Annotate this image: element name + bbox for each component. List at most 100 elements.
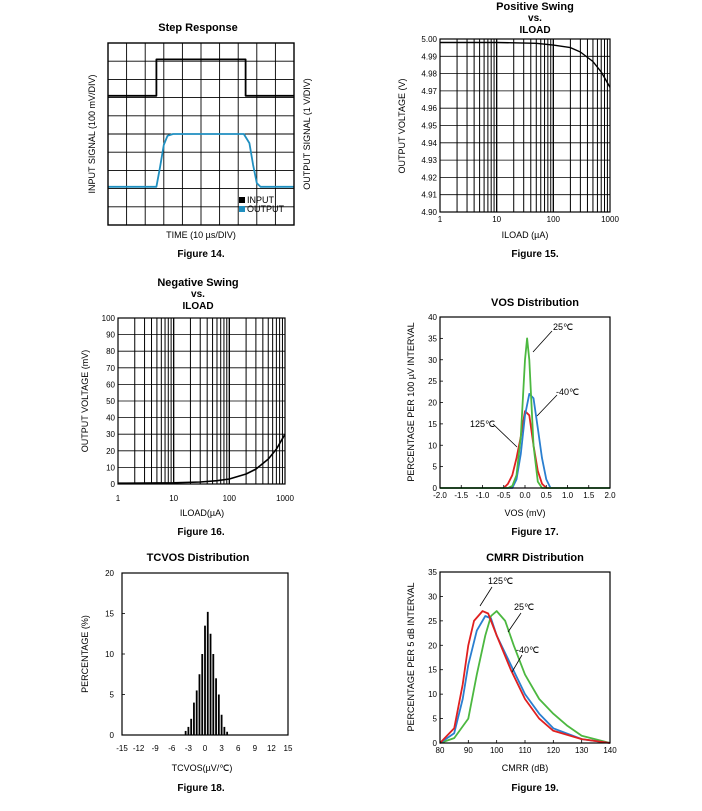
fig15-series (440, 41, 611, 88)
fig15-ytick: 5.00 (421, 35, 437, 44)
fig16-ytick: 30 (106, 430, 115, 439)
fig19-ytick: 35 (428, 568, 437, 577)
fig18-bars (184, 611, 229, 735)
fig19-series-0-line (439, 610, 611, 744)
fig14-xlabel: TIME (10 µs/DIV) (166, 230, 236, 240)
fig19-xtick: 130 (575, 746, 589, 755)
fig19-ytick: 15 (428, 666, 437, 675)
fig14-ylabel-right: OUTPUT SIGNAL (1 V/DIV) (302, 78, 312, 190)
fig16-ticks: 1 10 100 1000 0 10 20 30 40 50 60 70 80 90 100 (102, 314, 295, 503)
fig19-ytick: 20 (428, 641, 437, 650)
arrow-m40c-cmrr (511, 654, 523, 673)
fig15-grid (440, 39, 610, 212)
fig15-xtick: 1 (438, 215, 443, 224)
fig19-xtick: 90 (464, 746, 473, 755)
fig17-xlabel: VOS (mV) (504, 508, 545, 518)
fig17-ytick: 40 (428, 313, 437, 322)
fig19-xtick: 140 (603, 746, 617, 755)
figure-16: Negative Swing vs. ILOAD 1 10 100 1000 0 10 20… (80, 277, 294, 538)
fig16-ytick: 100 (102, 314, 116, 323)
annot-25c: 25℃ (553, 322, 573, 332)
fig14-frame (107, 42, 295, 226)
arrow-25c-cmrr (507, 612, 522, 633)
fig18-xlabel: TCVOS(µV/℃) (172, 763, 233, 773)
legend-output-swatch (239, 206, 245, 212)
fig15-ytick: 4.90 (421, 208, 437, 217)
fig19-title: CMRR Distribution (486, 552, 584, 564)
fig16-figure-label: Figure 16. (177, 527, 224, 538)
fig16-title-line2: vs. (191, 289, 205, 300)
fig17-series-1-line (440, 337, 610, 489)
fig19-ytick: 10 (428, 690, 437, 699)
fig16-series (117, 433, 286, 484)
legend-input-label: INPUT (247, 195, 275, 205)
fig18-xtick: -3 (185, 744, 193, 753)
fig15-title-line1: Positive Swing (496, 1, 574, 13)
fig18-xtick: 15 (284, 744, 293, 753)
fig16-swing-line (117, 433, 286, 484)
fig16-xtick: 10 (169, 494, 178, 503)
fig17-xtick: -1.5 (454, 491, 468, 500)
fig14-title: Step Response (158, 22, 237, 34)
fig17-ytick: 15 (428, 420, 437, 429)
fig15-ytick: 4.96 (421, 104, 437, 113)
fig17-ytick: 5 (433, 463, 438, 472)
legend-input-swatch (239, 197, 245, 203)
fig17-ytick: 0 (433, 484, 438, 493)
fig19-xlabel: CMRR (dB) (502, 763, 549, 773)
fig18-ticks: -15 -12 -9 -6 -3 0 3 6 9 12 15 0 5 10 15 20 (105, 569, 293, 753)
fig17-ytick: 25 (428, 377, 437, 386)
fig15-ytick: 4.91 (421, 191, 437, 200)
annot-125c: 125℃ (470, 419, 495, 429)
fig15-title-line3: ILOAD (519, 25, 550, 36)
fig15-frame (439, 38, 611, 213)
fig18-xtick: -12 (133, 744, 145, 753)
fig16-xlabel: ILOAD(µA) (180, 508, 224, 518)
fig14-legend: INPUT OUTPUT (239, 195, 285, 214)
fig16-grid (118, 318, 285, 484)
figure-14: Step Response INPUT OUTPUT TIME (10 µs/D… (87, 22, 312, 260)
fig19-xtick: 80 (436, 746, 445, 755)
fig16-xtick: 1 (116, 494, 121, 503)
arrow-125c (492, 423, 518, 448)
fig16-ylabel: OUTPUT VOLTAGE (mV) (80, 350, 90, 453)
fig16-title-line3: ILOAD (182, 301, 213, 312)
fig14-figure-label: Figure 14. (177, 249, 224, 260)
fig18-xtick: -15 (116, 744, 128, 753)
fig16-ytick: 50 (106, 397, 115, 406)
fig17-ytick: 35 (428, 334, 437, 343)
fig16-frame (117, 317, 286, 485)
fig17-xtick: 0.5 (541, 491, 553, 500)
fig17-ticks: -2.0 -1.5 -1.0 -0.5 0.0 0.5 1.0 1.5 2.0 0 5 10 15 20 2… (428, 313, 616, 500)
fig19-ytick: 5 (433, 715, 438, 724)
fig18-ytick: 10 (105, 650, 114, 659)
fig17-xtick: 2.0 (604, 491, 616, 500)
fig17-xtick: -0.5 (497, 491, 511, 500)
fig17-xtick: -2.0 (433, 491, 447, 500)
fig16-ytick: 10 (106, 463, 115, 472)
fig19-series-2-line (439, 610, 611, 744)
fig18-xtick: 3 (219, 744, 224, 753)
fig18-title: TCVOS Distribution (147, 552, 250, 564)
fig14-ylabel: INPUT SIGNAL (100 mV/DIV) (87, 74, 97, 193)
fig19-figure-label: Figure 19. (511, 783, 558, 794)
fig14-input-line (108, 58, 294, 97)
fig16-ytick: 70 (106, 364, 115, 373)
fig18-xtick: 9 (253, 744, 258, 753)
fig15-ylabel: OUTPUT VOLTAGE (V) (397, 78, 407, 173)
fig16-xtick: 100 (223, 494, 237, 503)
fig19-series (439, 610, 611, 744)
legend-output-label: OUTPUT (247, 204, 285, 214)
fig17-xtick: 0.0 (519, 491, 531, 500)
fig17-series-2-line (440, 393, 610, 489)
fig16-ytick: 20 (106, 447, 115, 456)
fig17-ytick: 20 (428, 399, 437, 408)
figure-17: VOS Distribution -2.0 -1.5 -1.0 -0.5 0.0 0.5 1… (406, 297, 616, 538)
fig16-ytick: 40 (106, 414, 115, 423)
fig19-ytick: 0 (433, 739, 438, 748)
figure-18: TCVOS Distribution -15 -12 -9 -6 -3 0 3 6 9 12 15 0… (80, 552, 293, 794)
fig14-output-line (108, 133, 294, 188)
fig16-ytick: 60 (106, 380, 115, 389)
arrow-m40c (536, 394, 558, 417)
fig15-ticks: 1 10 100 1000 4.90 4.91 4.92 4.93 4.94 4.95 4.96 4.… (421, 35, 619, 224)
